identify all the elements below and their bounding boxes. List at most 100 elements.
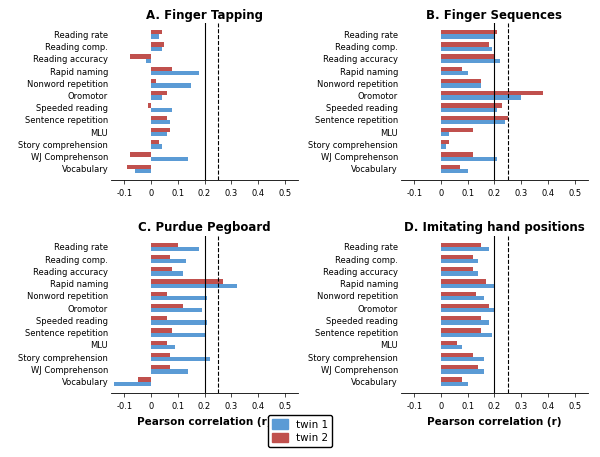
- Bar: [151, 328, 172, 333]
- Title: A. Finger Tapping: A. Finger Tapping: [146, 9, 263, 21]
- Bar: [441, 132, 449, 137]
- Bar: [151, 304, 183, 308]
- Bar: [151, 71, 199, 75]
- Bar: [441, 304, 489, 308]
- Bar: [151, 369, 188, 374]
- Bar: [151, 279, 223, 284]
- Bar: [151, 42, 164, 47]
- Bar: [151, 108, 172, 112]
- Bar: [441, 345, 463, 349]
- Bar: [130, 152, 151, 157]
- Bar: [441, 108, 497, 112]
- Title: D. Imitating hand positions: D. Imitating hand positions: [404, 221, 585, 234]
- Bar: [151, 67, 172, 71]
- Bar: [151, 247, 199, 251]
- Bar: [441, 169, 468, 173]
- Bar: [441, 377, 463, 382]
- Title: C. Purdue Pegboard: C. Purdue Pegboard: [138, 221, 271, 234]
- Bar: [151, 320, 207, 324]
- Bar: [441, 96, 521, 100]
- Bar: [151, 340, 167, 345]
- Bar: [441, 30, 497, 34]
- Bar: [441, 255, 473, 259]
- Bar: [151, 116, 167, 120]
- Bar: [441, 144, 446, 149]
- Bar: [441, 259, 478, 264]
- Bar: [441, 103, 502, 108]
- Bar: [148, 103, 151, 108]
- Bar: [441, 79, 481, 83]
- Bar: [151, 267, 172, 271]
- Bar: [151, 83, 191, 88]
- Bar: [151, 96, 162, 100]
- Bar: [151, 157, 188, 161]
- Bar: [441, 267, 473, 271]
- Bar: [441, 369, 484, 374]
- Bar: [441, 83, 481, 88]
- Bar: [151, 365, 170, 369]
- Bar: [441, 59, 500, 63]
- Bar: [151, 308, 202, 313]
- Bar: [441, 247, 489, 251]
- Bar: [151, 140, 159, 144]
- Bar: [441, 91, 542, 96]
- Bar: [441, 243, 481, 247]
- Bar: [441, 71, 468, 75]
- Title: B. Finger Sequences: B. Finger Sequences: [427, 9, 562, 21]
- X-axis label: Pearson correlation (r): Pearson correlation (r): [137, 417, 272, 426]
- Bar: [135, 169, 151, 173]
- Bar: [441, 357, 484, 361]
- Bar: [146, 59, 151, 63]
- Bar: [151, 316, 167, 320]
- Bar: [441, 292, 476, 296]
- Bar: [151, 79, 157, 83]
- Bar: [441, 165, 460, 169]
- Bar: [441, 279, 487, 284]
- Bar: [151, 132, 167, 137]
- Bar: [441, 120, 505, 124]
- Bar: [151, 243, 178, 247]
- Bar: [151, 333, 205, 337]
- Bar: [441, 320, 489, 324]
- Bar: [151, 284, 236, 288]
- X-axis label: Pearson correlation (r): Pearson correlation (r): [427, 417, 562, 426]
- Bar: [127, 165, 151, 169]
- Bar: [151, 34, 159, 38]
- Bar: [151, 259, 186, 264]
- Bar: [151, 296, 207, 300]
- Bar: [441, 340, 457, 345]
- Bar: [441, 140, 449, 144]
- Bar: [441, 42, 489, 47]
- Bar: [441, 333, 492, 337]
- Bar: [441, 284, 494, 288]
- Bar: [441, 34, 494, 38]
- Bar: [151, 120, 170, 124]
- Bar: [441, 328, 481, 333]
- Bar: [151, 91, 167, 96]
- Bar: [441, 116, 508, 120]
- Bar: [441, 152, 473, 157]
- Bar: [441, 67, 463, 71]
- Bar: [441, 157, 497, 161]
- Bar: [113, 382, 151, 386]
- Bar: [151, 357, 210, 361]
- Bar: [441, 353, 473, 357]
- Bar: [151, 47, 162, 51]
- Bar: [151, 353, 170, 357]
- Bar: [151, 144, 162, 149]
- Bar: [151, 271, 183, 276]
- Bar: [441, 316, 481, 320]
- Bar: [441, 47, 492, 51]
- Bar: [441, 271, 478, 276]
- Bar: [441, 54, 494, 59]
- Bar: [151, 345, 175, 349]
- Bar: [138, 377, 151, 382]
- Bar: [151, 128, 170, 132]
- Bar: [151, 255, 170, 259]
- Bar: [151, 292, 167, 296]
- Bar: [441, 296, 484, 300]
- Bar: [441, 308, 494, 313]
- Bar: [151, 30, 162, 34]
- Bar: [130, 54, 151, 59]
- Bar: [441, 128, 473, 132]
